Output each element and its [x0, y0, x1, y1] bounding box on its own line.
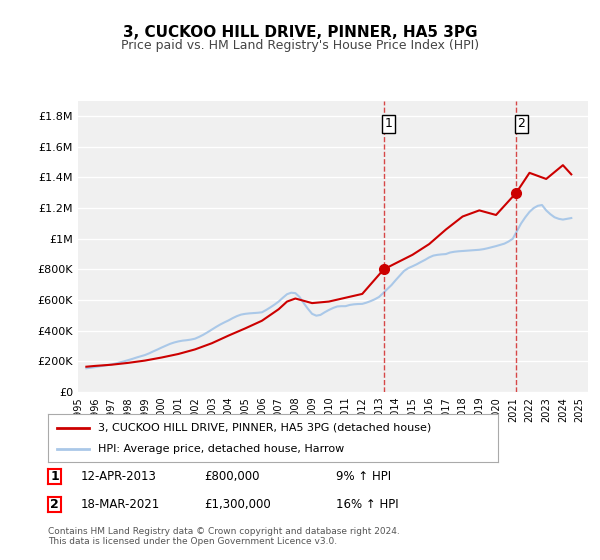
Text: 1: 1	[50, 470, 59, 483]
Text: £1,300,000: £1,300,000	[204, 498, 271, 511]
Text: £800,000: £800,000	[204, 470, 260, 483]
Text: 9% ↑ HPI: 9% ↑ HPI	[336, 470, 391, 483]
Text: 12-APR-2013: 12-APR-2013	[81, 470, 157, 483]
Text: Contains HM Land Registry data © Crown copyright and database right 2024.
This d: Contains HM Land Registry data © Crown c…	[48, 526, 400, 546]
Text: 1: 1	[385, 117, 392, 130]
Text: 2: 2	[50, 498, 59, 511]
Text: Price paid vs. HM Land Registry's House Price Index (HPI): Price paid vs. HM Land Registry's House …	[121, 39, 479, 52]
Text: 18-MAR-2021: 18-MAR-2021	[81, 498, 160, 511]
Text: 2: 2	[517, 117, 525, 130]
Text: HPI: Average price, detached house, Harrow: HPI: Average price, detached house, Harr…	[97, 444, 344, 454]
Text: 3, CUCKOO HILL DRIVE, PINNER, HA5 3PG (detached house): 3, CUCKOO HILL DRIVE, PINNER, HA5 3PG (d…	[97, 423, 431, 433]
Text: 16% ↑ HPI: 16% ↑ HPI	[336, 498, 398, 511]
Text: 3, CUCKOO HILL DRIVE, PINNER, HA5 3PG: 3, CUCKOO HILL DRIVE, PINNER, HA5 3PG	[123, 25, 477, 40]
